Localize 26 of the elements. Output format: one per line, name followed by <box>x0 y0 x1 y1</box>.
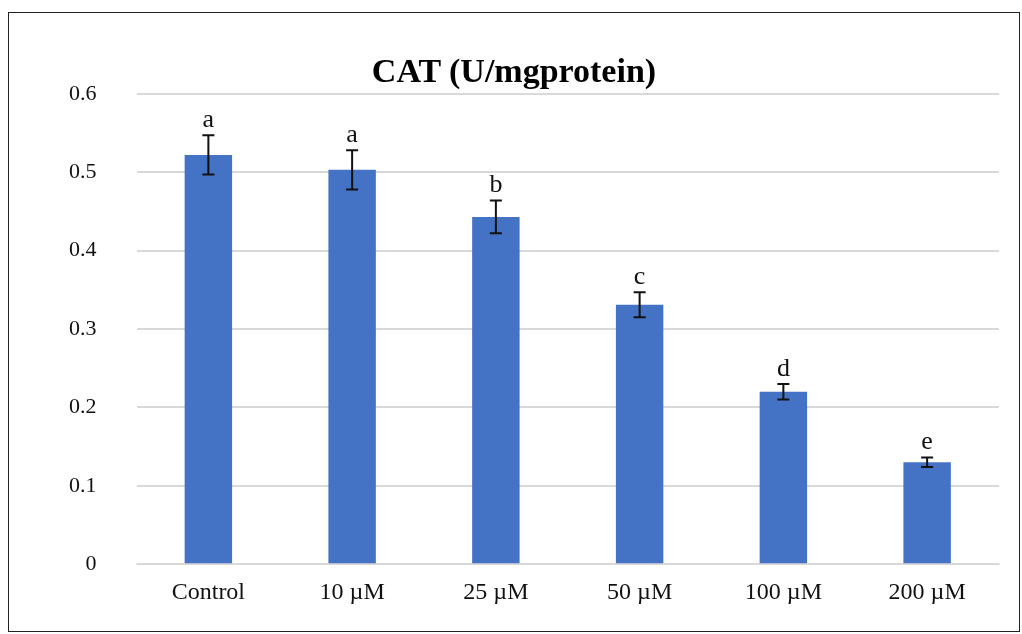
bar <box>759 391 808 564</box>
x-tick-label: 200 µM <box>888 577 966 604</box>
y-tick-label: 0.2 <box>69 393 97 419</box>
chart-title: CAT (U/mgprotein) <box>371 52 657 91</box>
annotation: a <box>346 119 359 149</box>
bar <box>328 169 376 564</box>
x-tick-label: 25 µM <box>463 577 529 604</box>
x-tick-label: 10 µM <box>319 577 385 604</box>
bar <box>615 304 664 564</box>
y-tick-label: 0 <box>85 549 97 575</box>
y-tick-label: 0.4 <box>69 236 97 262</box>
bar <box>184 154 233 564</box>
y-tick-label: 0.1 <box>69 471 97 497</box>
annotation: e <box>921 426 933 456</box>
bar <box>903 462 951 564</box>
y-tick-label: 0.6 <box>69 79 97 105</box>
x-tick-label: Control <box>171 577 246 604</box>
annotation: c <box>633 260 646 290</box>
y-tick-label: 0.3 <box>69 314 97 340</box>
x-tick-label: 50 µM <box>607 577 673 604</box>
annotation: a <box>202 104 215 134</box>
annotation: d <box>776 352 790 382</box>
y-tick-label: 0.5 <box>69 157 97 183</box>
x-tick-label: 100 µM <box>744 577 822 604</box>
bar <box>472 216 520 564</box>
annotation: b <box>489 169 503 199</box>
